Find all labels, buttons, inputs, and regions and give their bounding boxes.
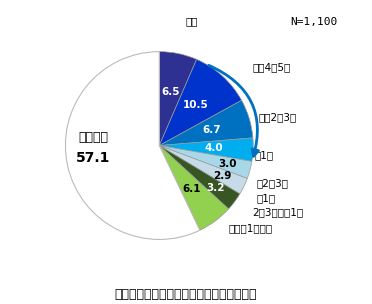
Text: 6.7: 6.7 — [202, 125, 221, 135]
Wedge shape — [159, 146, 252, 178]
Text: 4.0: 4.0 — [205, 143, 223, 153]
Text: 週に2〜3日: 週に2〜3日 — [259, 112, 297, 122]
Text: 2.9: 2.9 — [214, 171, 232, 181]
Wedge shape — [159, 146, 228, 230]
Text: 半年に1回以下: 半年に1回以下 — [229, 223, 273, 233]
Text: 週に4〜5日: 週に4〜5日 — [252, 63, 291, 73]
Text: 毎日: 毎日 — [186, 16, 199, 26]
Wedge shape — [159, 52, 197, 146]
Text: 10.5: 10.5 — [183, 100, 209, 110]
Wedge shape — [159, 100, 253, 146]
Wedge shape — [65, 52, 200, 240]
Text: 57.1: 57.1 — [76, 151, 110, 165]
Text: グラフ３　手作り弁当を食べる頻度（％）: グラフ３ 手作り弁当を食べる頻度（％） — [115, 288, 257, 301]
Text: 3.2: 3.2 — [206, 183, 225, 193]
Text: 6.5: 6.5 — [161, 87, 180, 97]
Text: 食べない: 食べない — [78, 130, 108, 143]
Wedge shape — [159, 146, 240, 209]
Text: 月2〜3回: 月2〜3回 — [256, 178, 288, 188]
Text: 週1回: 週1回 — [254, 150, 273, 160]
Text: 3.0: 3.0 — [218, 159, 237, 169]
Wedge shape — [159, 146, 247, 194]
Text: 2〜3ヶ月に1回: 2〜3ヶ月に1回 — [252, 207, 303, 217]
Text: 6.1: 6.1 — [183, 184, 201, 194]
Text: 月1回: 月1回 — [256, 193, 276, 203]
Text: N=1,100: N=1,100 — [290, 18, 337, 27]
Wedge shape — [159, 138, 253, 161]
Wedge shape — [159, 59, 241, 146]
